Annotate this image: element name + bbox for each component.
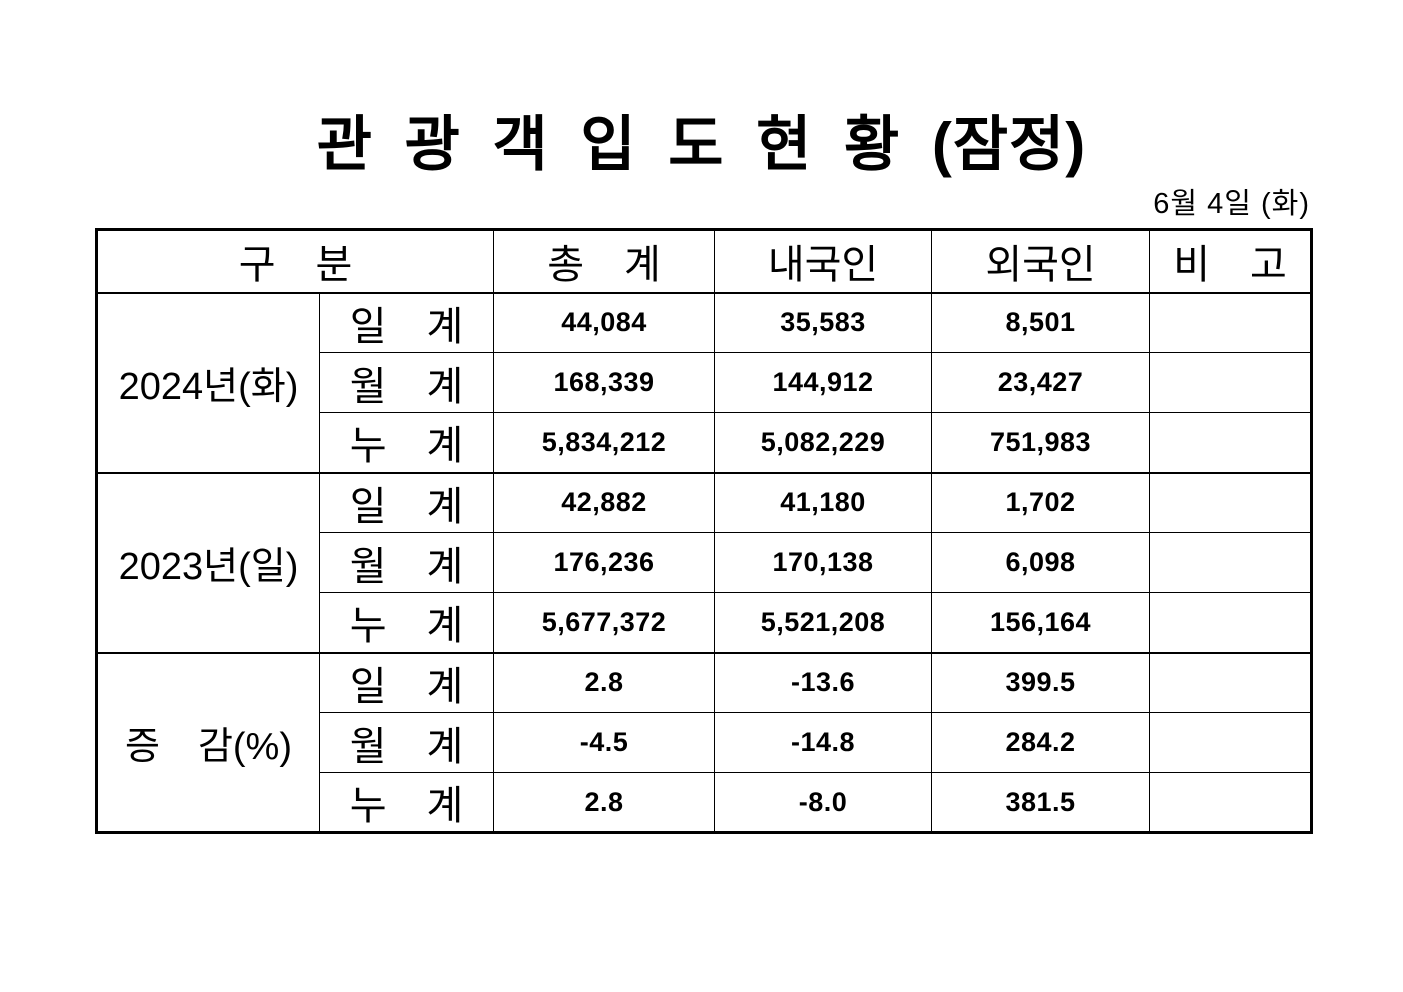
header-total: 총 계 xyxy=(493,229,716,293)
table-row: 누 계 5,677,372 5,521,208 156,164 xyxy=(97,592,1313,653)
table-header: 구 분 총 계 내국인 외국인 비 고 xyxy=(95,229,1313,293)
cell-foreign: 156,164 xyxy=(931,592,1151,653)
row-label-cumulative: 누 계 xyxy=(318,412,495,473)
table-row: 월 계 -4.5 -14.8 284.2 xyxy=(97,712,1313,773)
header-row: 구 분 총 계 내국인 외국인 비 고 xyxy=(95,229,1313,293)
cell-total: 5,834,212 xyxy=(493,412,716,473)
cell-domestic: 35,583 xyxy=(714,292,933,353)
cell-note xyxy=(1149,712,1313,773)
cell-total: 5,677,372 xyxy=(493,592,716,653)
cell-domestic: 41,180 xyxy=(714,472,933,533)
cell-domestic: 5,082,229 xyxy=(714,412,933,473)
cell-foreign: 751,983 xyxy=(931,412,1151,473)
header-domestic: 내국인 xyxy=(714,229,933,293)
cell-note xyxy=(1149,352,1313,413)
cell-note xyxy=(1149,592,1313,653)
page-title: 관 광 객 입 도 현 황 (잠정) xyxy=(316,111,1087,178)
cell-foreign: 23,427 xyxy=(931,352,1151,413)
table-row: 누 계 5,834,212 5,082,229 751,983 xyxy=(97,412,1313,473)
table-row: 증 감(%) 일 계 2.8 -13.6 399.5 xyxy=(96,652,1313,833)
table-row: 누 계 2.8 -8.0 381.5 xyxy=(97,772,1313,833)
cell-total: 168,339 xyxy=(493,352,716,413)
cell-note xyxy=(1149,652,1313,713)
header-gubun: 구 분 xyxy=(95,229,495,293)
group-label-change: 증 감(%) xyxy=(96,652,320,833)
header-foreign: 외국인 xyxy=(931,229,1151,293)
table-row: 2023년(일) 일 계 42,882 41,180 1,702 xyxy=(96,472,1313,653)
tourist-arrivals-table: 구 분 총 계 내국인 외국인 비 고 2024년(화) 일 계 44,084 … xyxy=(95,228,1314,834)
group-label-2024: 2024년(화) xyxy=(96,292,320,473)
row-label-daily: 일 계 xyxy=(318,652,495,713)
group-2024: 2024년(화) 일 계 44,084 35,583 8,501 월 계 168… xyxy=(96,292,1313,473)
cell-foreign: 381.5 xyxy=(931,772,1151,833)
cell-note xyxy=(1149,532,1313,593)
row-label-daily: 일 계 xyxy=(318,472,495,533)
table-row: 2024년(화) 일 계 44,084 35,583 8,501 xyxy=(96,292,1313,473)
row-label-cumulative: 누 계 xyxy=(318,592,495,653)
cell-total: 42,882 xyxy=(493,472,716,533)
cell-foreign: 8,501 xyxy=(931,292,1151,353)
cell-total: 2.8 xyxy=(493,652,716,713)
cell-total: 176,236 xyxy=(493,532,716,593)
report-date: 6월 4일 (화) xyxy=(1153,188,1310,220)
cell-foreign: 284.2 xyxy=(931,712,1151,773)
header-note: 비 고 xyxy=(1149,229,1313,293)
cell-note xyxy=(1149,772,1313,833)
cell-foreign: 6,098 xyxy=(931,532,1151,593)
cell-foreign: 1,702 xyxy=(931,472,1151,533)
cell-domestic: -14.8 xyxy=(714,712,933,773)
row-label-cumulative: 누 계 xyxy=(318,772,495,833)
cell-note xyxy=(1149,292,1313,353)
cell-total: 44,084 xyxy=(493,292,716,353)
row-label-monthly: 월 계 xyxy=(318,532,495,593)
row-label-daily: 일 계 xyxy=(318,292,495,353)
cell-note xyxy=(1149,472,1313,533)
group-2023: 2023년(일) 일 계 42,882 41,180 1,702 월 계 176… xyxy=(96,472,1313,653)
cell-domestic: 5,521,208 xyxy=(714,592,933,653)
row-label-monthly: 월 계 xyxy=(318,712,495,773)
cell-total: -4.5 xyxy=(493,712,716,773)
cell-domestic: -8.0 xyxy=(714,772,933,833)
cell-domestic: -13.6 xyxy=(714,652,933,713)
group-label-2023: 2023년(일) xyxy=(96,472,320,653)
cell-foreign: 399.5 xyxy=(931,652,1151,713)
table-row: 월 계 176,236 170,138 6,098 xyxy=(97,532,1313,593)
row-label-monthly: 월 계 xyxy=(318,352,495,413)
cell-note xyxy=(1149,412,1313,473)
cell-domestic: 170,138 xyxy=(714,532,933,593)
cell-total: 2.8 xyxy=(493,772,716,833)
cell-domestic: 144,912 xyxy=(714,352,933,413)
group-change-pct: 증 감(%) 일 계 2.8 -13.6 399.5 월 계 -4.5 -14.… xyxy=(96,652,1313,833)
